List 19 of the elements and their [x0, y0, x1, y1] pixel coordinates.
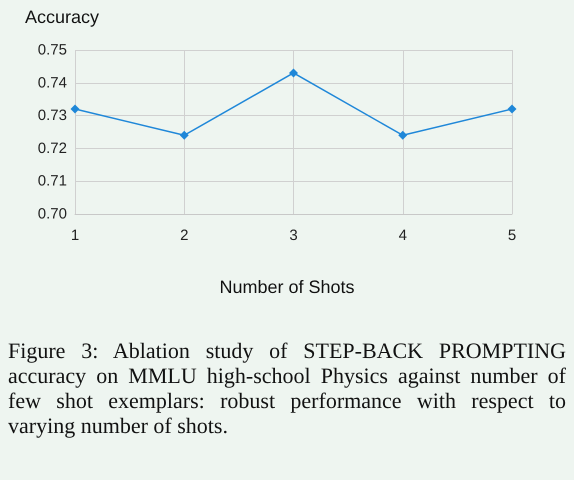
point — [70, 104, 80, 114]
y-tick-label: 0.73 — [38, 107, 67, 124]
x-tick-label: 3 — [289, 227, 298, 244]
y-tick-label: 0.71 — [38, 172, 67, 190]
x-tick-label: 2 — [180, 227, 188, 244]
point — [180, 130, 189, 140]
point — [289, 68, 298, 78]
y-tick-label: 0.75 — [38, 42, 67, 58]
y-tick-label: 0.72 — [38, 140, 67, 157]
x-tick-label: 1 — [70, 227, 80, 244]
x-tick-label: 4 — [398, 227, 407, 244]
y-tick-label: 0.74 — [38, 74, 67, 92]
y-tick-label: 0.70 — [38, 206, 67, 222]
point — [508, 104, 516, 114]
caption: Figure 3: Ablation study of STEP-BACK PROMPTING accuracy on MMLU high-school Physics against number of few shot exemplars: robust performance with respect to varying number of shots. — [8, 338, 566, 438]
y-axis-title: Accuracy — [25, 7, 100, 27]
x-axis-title: Number of Shots — [219, 277, 355, 297]
x-tick-label: 5 — [508, 227, 516, 244]
point — [398, 130, 408, 140]
